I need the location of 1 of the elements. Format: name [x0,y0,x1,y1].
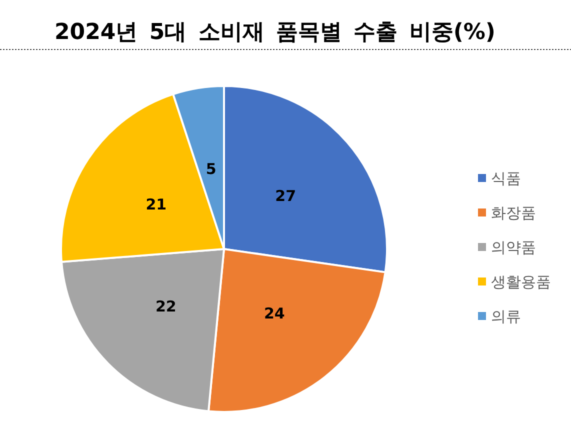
title: 2024년 5대 소비재 품목별 수출 비중(%) [54,20,496,45]
